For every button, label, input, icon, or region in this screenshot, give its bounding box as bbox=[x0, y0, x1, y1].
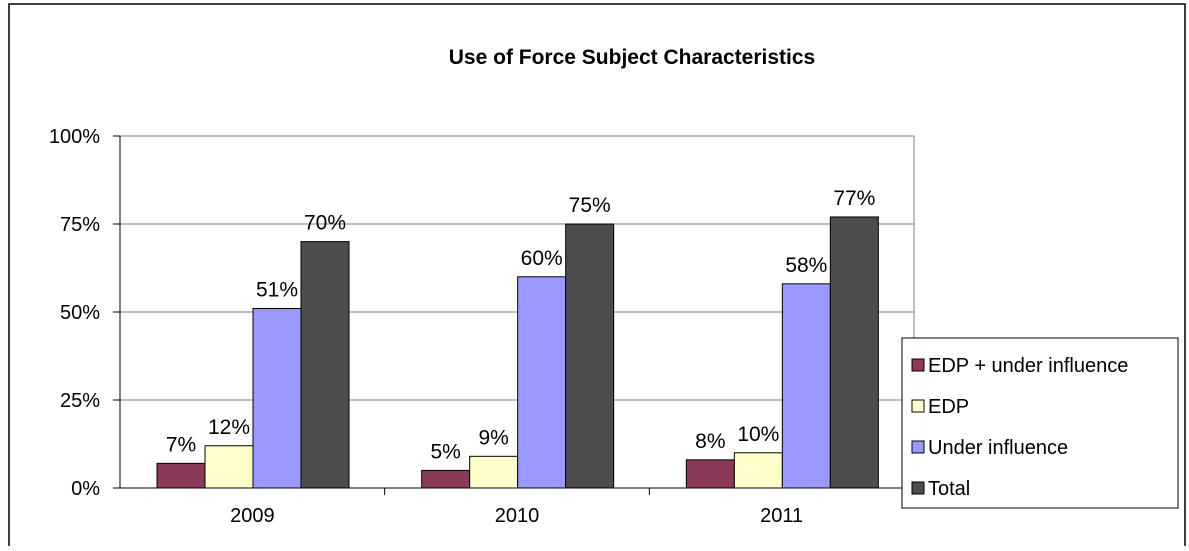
legend-label: Under influence bbox=[928, 437, 1068, 459]
bar bbox=[469, 455, 519, 489]
data-label: 70% bbox=[304, 212, 346, 235]
bar bbox=[517, 276, 567, 489]
bar bbox=[733, 452, 783, 489]
bar bbox=[781, 283, 831, 489]
bar bbox=[685, 459, 735, 489]
bars bbox=[156, 216, 879, 489]
legend-swatch bbox=[911, 399, 925, 413]
bar bbox=[300, 241, 350, 489]
x-tick-label: 2011 bbox=[760, 505, 803, 527]
legend-label: Total bbox=[928, 478, 970, 500]
data-label: 7% bbox=[166, 433, 196, 456]
y-tick-label: 0% bbox=[71, 478, 100, 500]
axes: 0% 25% 50% 75% 100% 2009 2010 2011 bbox=[49, 126, 915, 527]
data-labels: 7% 12% 51% 70% 5% 9% 60% 75% 8% 10% 58% 77% bbox=[166, 187, 876, 463]
bar bbox=[204, 445, 254, 489]
data-label: 5% bbox=[430, 440, 460, 463]
x-tick-label: 2009 bbox=[230, 505, 275, 527]
gridlines bbox=[120, 223, 914, 401]
data-label: 9% bbox=[478, 426, 508, 449]
y-tick-label: 25% bbox=[60, 390, 100, 412]
bar bbox=[565, 223, 615, 489]
data-label: 75% bbox=[569, 194, 611, 217]
data-label: 10% bbox=[737, 423, 779, 446]
y-tick-label: 75% bbox=[60, 214, 100, 236]
legend-swatch bbox=[911, 481, 925, 495]
y-tick-label: 100% bbox=[49, 126, 100, 148]
y-tick-label: 50% bbox=[60, 302, 100, 324]
data-label: 77% bbox=[833, 187, 875, 210]
bar bbox=[156, 462, 206, 489]
bar bbox=[829, 216, 879, 489]
legend-label: EDP bbox=[928, 396, 969, 418]
legend: EDP + under influence EDP Under influence T… bbox=[901, 337, 1179, 509]
data-label: 8% bbox=[695, 430, 725, 453]
legend-swatch bbox=[911, 440, 925, 454]
data-label: 12% bbox=[208, 416, 250, 439]
chart-title: Use of Force Subject Characteristics bbox=[449, 46, 815, 69]
data-label: 58% bbox=[785, 254, 827, 277]
data-label: 60% bbox=[521, 247, 563, 270]
bar bbox=[421, 469, 471, 489]
legend-swatch bbox=[911, 358, 925, 372]
legend-label: EDP + under influence bbox=[928, 355, 1128, 377]
data-label: 51% bbox=[256, 278, 298, 301]
x-tick-label: 2010 bbox=[495, 505, 540, 527]
bar bbox=[252, 307, 302, 489]
legend-box bbox=[901, 337, 1179, 509]
